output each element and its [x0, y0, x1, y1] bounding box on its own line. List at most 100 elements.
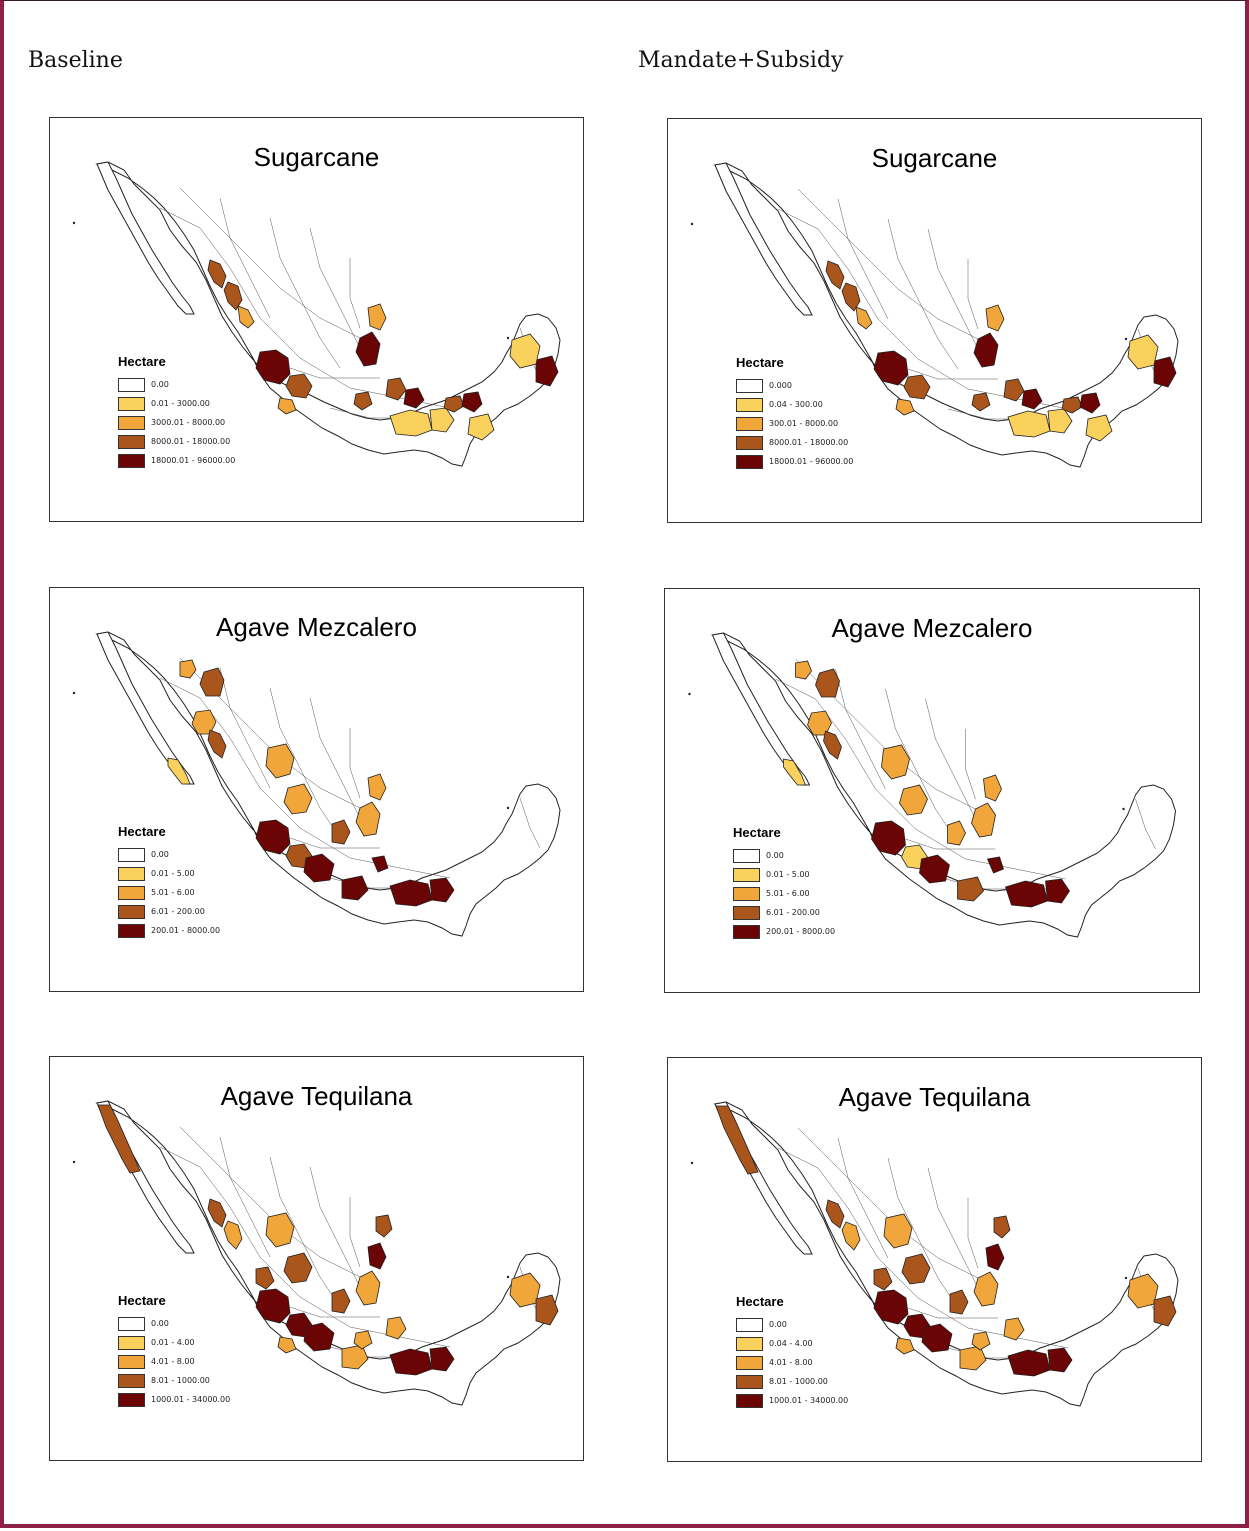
legend-swatch: [733, 924, 760, 939]
legend-label: 1000.01 - 34000.00: [769, 1396, 849, 1405]
map-title: Agave Tequilana: [838, 1082, 1031, 1112]
region-chp: [467, 413, 495, 441]
region-slp: [973, 332, 999, 368]
legend-swatch: [118, 453, 145, 468]
legend-label: 8.01 - 1000.00: [769, 1377, 828, 1386]
map-panel-mandate-sugarcane: Sugarcane Hectare 0.000 0.04 - 300.00 300.…: [667, 118, 1202, 523]
legend-title: Hectare: [118, 354, 166, 369]
map-title: Agave Mezcalero: [216, 612, 417, 642]
island-dot: [72, 691, 76, 695]
legend-label: 5.01 - 6.00: [151, 888, 195, 897]
legend-item: 200.01 - 8000.00: [118, 921, 220, 940]
mexico-map: [690, 162, 1179, 468]
region-jal: [873, 1289, 909, 1325]
legend-swatch: [118, 1392, 145, 1407]
mexico-map: [690, 1101, 1179, 1407]
column-heading-mandate-subsidy: Mandate+Subsidy: [638, 48, 844, 73]
region-bc: [97, 1104, 141, 1174]
legend-swatch: [736, 378, 763, 393]
legend-title: Hectare: [118, 1293, 166, 1308]
legend-item: 4.01 - 8.00: [736, 1353, 848, 1372]
region-oax: [389, 1348, 433, 1376]
region-oax2: [429, 1346, 455, 1372]
region-zac: [899, 784, 928, 816]
region-ver1: [1003, 1317, 1025, 1341]
map-title: Sugarcane: [871, 143, 998, 173]
region-oax: [1004, 880, 1048, 908]
legend-swatch: [118, 396, 145, 411]
legend-item: 6.01 - 200.00: [733, 903, 835, 922]
region-mor: [353, 391, 373, 411]
region-mor: [971, 1331, 991, 1351]
island-dot: [690, 222, 694, 226]
region-zac: [901, 1253, 931, 1285]
map-legend: Hectare 0.00 0.01 - 5.00 5.01 - 6.00 6.01 -…: [733, 825, 835, 941]
region-oax2: [429, 407, 455, 433]
legend-item: 4.01 - 8.00: [118, 1352, 230, 1371]
region-son2: [815, 668, 840, 698]
map-panel-baseline-agave-tequilana: Agave Tequilana Hectare 0.00 0.01 - 4.00 4…: [49, 1056, 584, 1461]
region-tab: [1061, 396, 1083, 414]
legend-swatch: [118, 415, 145, 430]
island-dot: [72, 1160, 76, 1164]
region-chp: [1085, 414, 1113, 442]
region-sin: [825, 260, 845, 290]
island-dot: [72, 221, 76, 225]
region-tam2: [993, 1215, 1011, 1239]
mexico-map: [72, 1100, 561, 1406]
legend-label: 8000.01 - 18000.00: [769, 438, 849, 447]
baja-peninsula: [96, 161, 195, 315]
legend-item: 0.00: [118, 375, 235, 394]
legend-item: 5.01 - 6.00: [118, 883, 220, 902]
legend-label: 0.00: [151, 1319, 169, 1328]
legend-label: 200.01 - 8000.00: [766, 927, 836, 936]
region-sin: [207, 259, 227, 289]
region-jal: [873, 350, 909, 386]
region-slp: [971, 802, 996, 838]
legend-swatch: [118, 866, 145, 881]
legend-label: 0.000: [769, 381, 792, 390]
legend-swatch: [733, 886, 760, 901]
legend-label: 6.01 - 200.00: [766, 908, 820, 917]
region-oax: [1007, 1349, 1051, 1377]
region-ver1: [385, 1316, 407, 1340]
region-slp: [973, 1271, 999, 1307]
region-jal: [255, 349, 291, 385]
island-dot: [1124, 1276, 1128, 1280]
region-col: [277, 1336, 297, 1354]
region-col: [895, 398, 915, 416]
region-zac: [283, 783, 313, 815]
region-oax2: [1047, 1347, 1073, 1373]
region-tam: [983, 774, 1002, 802]
region-son2: [199, 667, 225, 697]
region-chi: [807, 710, 832, 736]
region-sin2: [841, 282, 861, 312]
legend-item: 18000.01 - 96000.00: [118, 451, 235, 470]
legend-item: 0.01 - 3000.00: [118, 394, 235, 413]
legend-swatch: [118, 434, 145, 449]
legend-label: 0.00: [769, 1320, 787, 1329]
map-panel-mandate-agave-mezcalero: Agave Mezcalero Hectare 0.00 0.01 - 5.00 5…: [664, 588, 1200, 993]
map-panel-mandate-agave-tequilana: Agave Tequilana Hectare 0.00 0.04 - 4.00 4…: [667, 1057, 1202, 1462]
legend-item: 6.01 - 200.00: [118, 902, 220, 921]
mexico-outline: [713, 162, 1179, 468]
baja-peninsula: [711, 632, 811, 786]
region-sin2: [841, 1221, 861, 1251]
region-yuc: [509, 333, 541, 369]
region-gto: [949, 1289, 969, 1315]
region-oax: [389, 409, 433, 437]
map-title: Agave Mezcalero: [831, 613, 1033, 643]
region-oax2: [1047, 408, 1073, 434]
region-mor: [353, 1330, 373, 1350]
legend-swatch: [736, 1355, 763, 1370]
legend-swatch: [736, 1393, 763, 1408]
island-dot: [506, 336, 510, 340]
legend-item: 0.00: [736, 1315, 848, 1334]
island-dot: [506, 806, 510, 810]
legend-item: 18000.01 - 96000.00: [736, 452, 853, 471]
region-jal2: [285, 373, 313, 399]
legend-label: 3000.01 - 8000.00: [151, 418, 226, 427]
legend-swatch: [733, 905, 760, 920]
mexico-outline: [95, 161, 561, 467]
